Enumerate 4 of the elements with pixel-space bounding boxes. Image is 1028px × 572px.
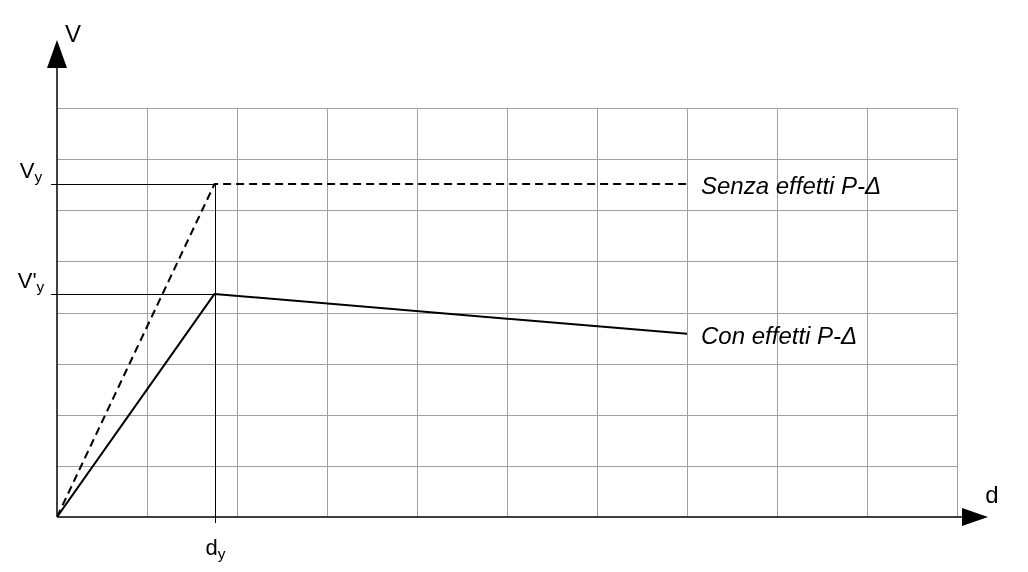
series-label: Con effetti P-Δ bbox=[701, 321, 858, 349]
text: d bbox=[985, 481, 999, 508]
series-label: Senza effetti P-Δ bbox=[701, 172, 882, 199]
text: V bbox=[65, 20, 82, 47]
